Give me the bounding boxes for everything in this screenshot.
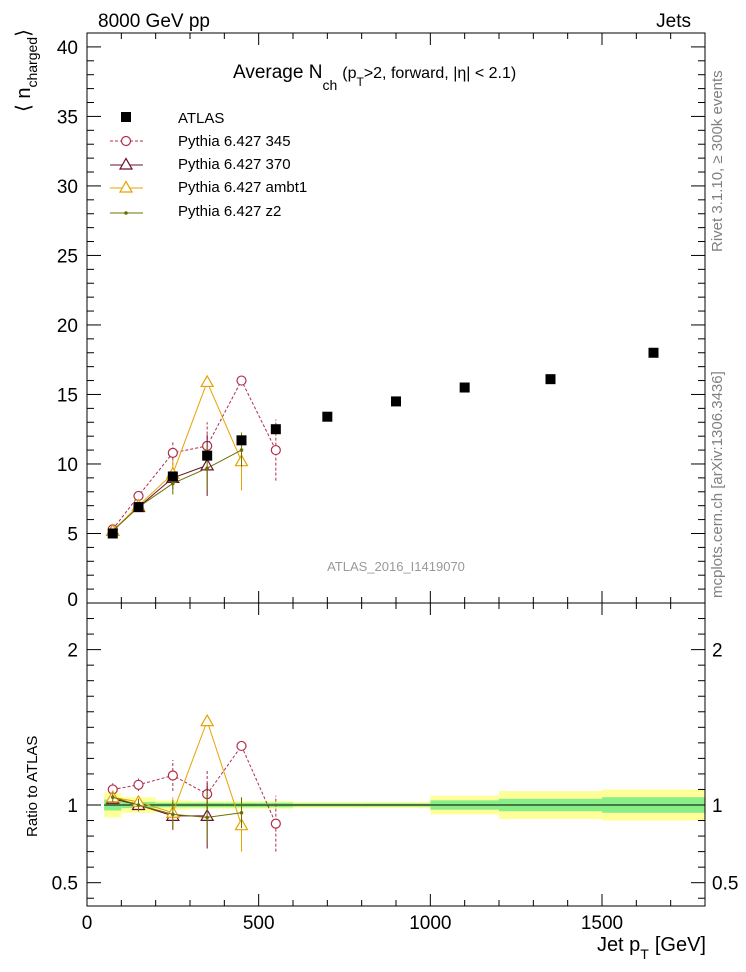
x-tick-label: 0	[82, 913, 93, 934]
data-point-atlas	[270, 424, 281, 435]
x-label-main: Jet p	[597, 934, 640, 956]
y-tick-label: 30	[57, 177, 78, 198]
series-point-345	[270, 444, 281, 456]
ratio-point-z2	[239, 810, 244, 815]
ratio-tick-label-right: 0.5	[712, 874, 738, 895]
title-close: >2, forward, |η| < 2.1)	[364, 65, 516, 82]
ratio-point-345	[133, 779, 144, 790]
legend: ATLAS Pythia 6.427 345 Pythia 6.427 370 …	[110, 110, 307, 220]
ratio-tick-label: 2	[67, 641, 78, 662]
ratio-tick-label-right: 2	[712, 641, 723, 662]
series-line-ambt1	[112, 380, 242, 532]
y-axis-label: ⟨ ncharged⟩	[13, 29, 40, 112]
header-right: Jets	[656, 11, 691, 32]
legend-label-345: Pythia 6.427 345	[178, 133, 291, 150]
y-tick-label: 20	[57, 316, 78, 337]
x-label-sub: T	[640, 946, 649, 962]
ratio-tick-label-right: 1	[712, 796, 723, 817]
header-left: 8000 GeV pp	[98, 11, 210, 32]
legend-label-z2: Pythia 6.427 z2	[178, 203, 281, 220]
data-point-atlas	[236, 435, 247, 446]
title-sub: ch	[322, 77, 337, 93]
y-tick-label: 40	[57, 38, 78, 59]
x-tick-label: 1500	[581, 913, 623, 934]
ratio-tick-label: 1	[67, 796, 78, 817]
ratio-point-z2	[171, 812, 175, 817]
data-point-atlas	[202, 450, 213, 461]
chart-title: Average Nch (pT>2, forward, |η| < 2.1)	[233, 62, 516, 93]
legend-marker-370	[118, 157, 134, 170]
series-point-ambt1	[200, 374, 215, 388]
ratio-tick-label: 0.5	[52, 874, 78, 895]
series-point-345	[236, 375, 247, 386]
data-point-atlas	[391, 396, 401, 407]
y-label-close: ⟩	[13, 29, 35, 37]
y-tick-label: 0	[67, 590, 78, 611]
data-point-atlas	[167, 471, 178, 482]
legend-label-atlas: ATLAS	[178, 110, 224, 127]
analysis-tag: ATLAS_2016_I1419070	[327, 559, 465, 574]
ratio-point-z2	[205, 815, 209, 820]
legend-marker-ambt1	[118, 180, 134, 193]
ratio-axis-label: Ratio to ATLAS	[24, 736, 41, 837]
data-point-atlas	[107, 528, 118, 539]
ratio-point-345	[236, 740, 247, 752]
title-main: Average N	[233, 62, 322, 83]
tick-labels: 0 500 1000 1500 0 5 10 15 20 25 30 35 40 0.5 0.5 1 1 2 2	[52, 38, 739, 934]
ratio-plot-frame	[86, 602, 706, 907]
title-open-sub: T	[356, 75, 364, 89]
y-label-sub: charged	[24, 37, 40, 88]
ratio-point-z2	[110, 795, 115, 800]
legend-marker-345	[120, 135, 132, 147]
legend-label-370: Pythia 6.427 370	[178, 156, 291, 173]
series-layer	[105, 347, 659, 852]
legend-label-ambt1: Pythia 6.427 ambt1	[178, 179, 307, 196]
series-point-z2	[205, 466, 209, 470]
x-tick-label: 1000	[409, 913, 451, 934]
series-point-345	[167, 447, 178, 458]
title-open: (p	[342, 65, 356, 82]
data-point-atlas	[322, 411, 333, 422]
data-point-atlas	[545, 374, 556, 385]
x-tick-label: 500	[243, 913, 275, 934]
series-point-z2	[171, 481, 175, 486]
series-line-370	[112, 464, 208, 532]
data-point-atlas	[459, 382, 470, 393]
plot-frames	[86, 32, 706, 907]
ratio-point-z2	[136, 803, 141, 807]
ratio-point-345	[167, 770, 178, 781]
ratio-point-345	[270, 818, 281, 829]
y-tick-label: 15	[57, 385, 78, 406]
rivet-label: Rivet 3.1.10, ≥ 300k events	[709, 70, 726, 252]
y-tick-label: 35	[57, 107, 78, 128]
legend-marker-atlas	[121, 112, 131, 122]
series-point-z2	[239, 448, 244, 452]
x-axis-label: Jet pT [GeV]	[597, 934, 706, 962]
mcplots-label: mcplots.cern.ch [arXiv:1306.3436]	[709, 371, 726, 598]
y-tick-label: 5	[67, 524, 78, 545]
data-point-atlas	[648, 347, 659, 358]
x-label-unit: [GeV]	[655, 934, 706, 956]
data-point-atlas	[133, 502, 144, 513]
legend-marker-z2	[124, 211, 128, 215]
y-label-main: ⟨ n	[13, 88, 35, 112]
y-tick-label: 25	[57, 246, 78, 267]
y-tick-label: 10	[57, 455, 78, 476]
ratio-point-ambt1	[200, 713, 215, 727]
series-line-345	[112, 379, 277, 530]
